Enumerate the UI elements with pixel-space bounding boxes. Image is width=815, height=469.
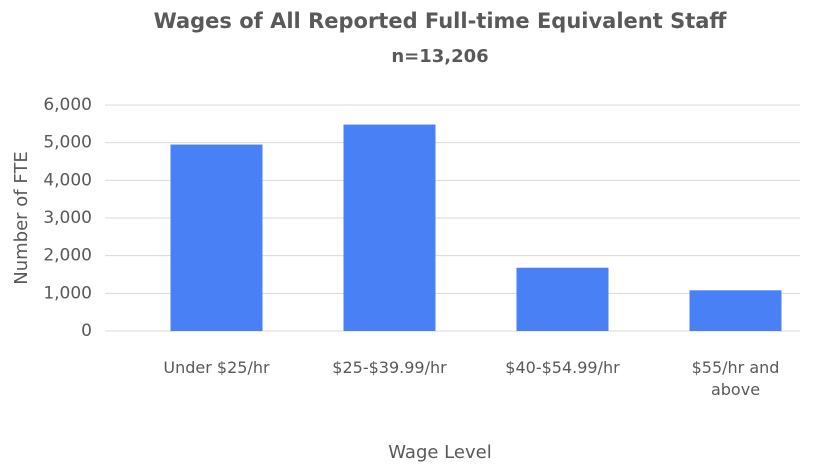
y-tick-label: 0 <box>81 321 92 341</box>
x-tick-label: $55/hr and above <box>691 358 780 399</box>
x-tick-label: $25-$39.99/hr <box>332 358 447 377</box>
y-tick-label: 3,000 <box>43 208 92 228</box>
x-tick-label: $40-$54.99/hr <box>505 358 620 377</box>
chart-subtitle: n=13,206 <box>391 46 488 67</box>
bar <box>343 124 436 331</box>
y-tick-label: 4,000 <box>43 170 92 190</box>
x-tick-label: Under $25/hr <box>163 358 270 377</box>
bar <box>170 144 263 331</box>
x-axis-label: Wage Level <box>388 442 491 463</box>
y-tick-label: 1,000 <box>43 283 92 303</box>
y-tick-label: 5,000 <box>43 133 92 153</box>
y-axis-label: Number of FTE <box>11 151 32 285</box>
y-tick-label: 2,000 <box>43 246 92 266</box>
chart-title: Wages of All Reported Full-time Equivale… <box>154 9 728 33</box>
y-tick-label: 6,000 <box>43 95 92 115</box>
bar <box>689 290 782 331</box>
bar <box>516 267 609 331</box>
